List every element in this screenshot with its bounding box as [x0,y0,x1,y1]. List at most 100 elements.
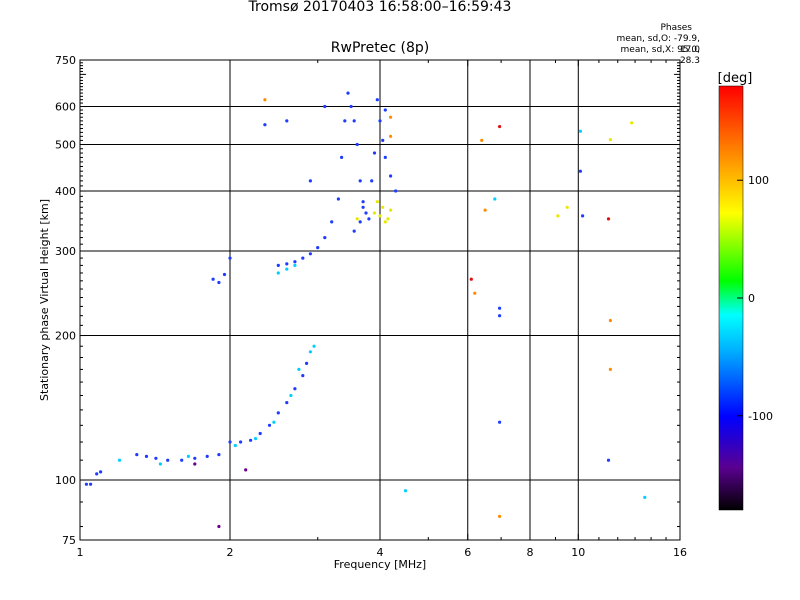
x-axis-label: Frequency [MHz] [334,558,426,571]
data-point [361,205,365,209]
data-point [372,151,377,155]
data-point [154,456,158,460]
data-point [285,262,289,266]
data-point [99,470,103,474]
data-point [581,214,585,218]
data-point [608,138,613,142]
data-point [389,115,393,119]
data-point [372,211,377,215]
data-point [493,197,497,201]
data-point [389,208,393,212]
data-point [222,272,227,277]
axis-ticks: 1 2 4 6 8 10 16 75 100 200 300 400 500 600 750 [55,54,687,559]
data-point [565,205,569,209]
data-point [370,179,374,183]
data-point [158,462,162,466]
phase-stat-o: mean, sd,O: -79.9, 17.0 [616,34,700,55]
colorbar-tick-label: 0 [748,292,755,305]
data-point [305,361,309,365]
data-point [312,344,316,348]
data-point [358,220,362,224]
data-point [180,458,184,462]
phases-header: Phases [660,23,692,33]
data-point [301,256,305,260]
data-point [352,229,356,233]
x-tick-label: 1 [77,546,84,559]
y-tick-label: 500 [55,139,76,152]
data-point [193,456,197,460]
x-tick-label: 6 [464,546,471,559]
data-point [233,443,237,448]
data-point [285,267,289,271]
data-point [228,256,232,260]
data-point [608,318,613,323]
data-point [297,367,301,371]
data-point [355,142,359,147]
data-point [383,108,387,112]
data-point [276,271,280,275]
data-point [308,252,312,256]
data-point [316,246,320,250]
data-point [403,489,408,493]
data-point [355,217,359,221]
data-point [308,350,312,354]
y-tick-label: 750 [55,54,76,67]
chart-title: Tromsø 20170403 16:58:00–16:59:43 [248,0,512,15]
data-point [358,179,362,183]
data-point [217,280,221,285]
data-point [228,440,232,444]
y-axis-label: Stationary phase Virtual Height [km] [38,199,51,401]
data-point [556,214,560,218]
data-point [285,401,289,405]
data-point [386,217,390,221]
data-point [578,169,583,173]
data-point [389,134,393,138]
data-point [606,217,611,221]
data-point [578,129,583,133]
data-points [84,91,647,529]
data-point [361,200,365,204]
data-point [381,205,385,209]
data-point [308,179,312,183]
data-point [364,211,368,215]
data-point [394,189,398,193]
data-point [293,387,297,391]
data-point [340,155,344,159]
data-point [263,98,267,102]
x-tick-label: 8 [527,546,534,559]
data-point [186,454,190,458]
data-point [630,121,634,125]
data-point [352,119,356,123]
colorbar-ticks: 100 0 -100 [737,174,773,423]
data-point [498,306,502,310]
data-point [217,524,221,529]
data-point [272,420,276,424]
data-point [276,411,280,415]
data-point [301,374,305,378]
data-point [375,200,379,204]
data-point [349,104,353,109]
data-point [205,454,209,458]
data-point [330,220,334,224]
data-point [293,260,297,264]
data-point [267,423,272,427]
chart-subtitle: RwPretec (8p) [330,40,430,56]
data-point [378,214,382,218]
data-point [367,217,371,221]
y-tick-label: 200 [55,330,76,343]
data-point [293,263,297,267]
data-point [253,437,258,441]
y-tick-label: 400 [55,185,76,198]
data-point [244,468,248,472]
data-point [643,495,647,499]
y-tick-label: 100 [55,474,76,487]
data-point [608,367,613,371]
data-point [217,453,221,457]
y-tick-label: 75 [62,534,76,547]
data-point [166,458,170,462]
data-point [289,393,293,398]
data-point [211,277,215,281]
data-point [249,438,253,442]
colorbar-label: [deg] [718,71,753,86]
